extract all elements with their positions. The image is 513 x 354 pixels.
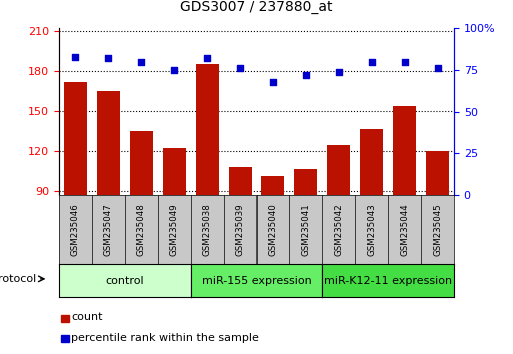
Bar [262,176,285,195]
Text: GSM235039: GSM235039 [235,203,245,256]
Bar [294,170,318,195]
Point [368,59,376,64]
Bar [61,335,69,342]
Text: GSM235048: GSM235048 [137,203,146,256]
Text: GSM235049: GSM235049 [170,203,179,256]
Bar [327,145,350,195]
Text: count: count [71,312,103,322]
Text: miR-155 expression: miR-155 expression [202,275,311,286]
Text: GSM235042: GSM235042 [334,203,343,256]
Point [236,65,244,71]
Point [334,69,343,74]
Text: GDS3007 / 237880_at: GDS3007 / 237880_at [180,0,333,14]
Text: GSM235047: GSM235047 [104,203,113,256]
Point [401,59,409,64]
Point [170,67,179,73]
Text: GSM235043: GSM235043 [367,203,376,256]
Bar [97,91,120,195]
Text: GSM235038: GSM235038 [203,203,212,256]
Text: GSM235041: GSM235041 [301,203,310,256]
Bar [130,131,153,195]
Bar [64,81,87,195]
Bar [61,315,69,322]
Text: GSM235046: GSM235046 [71,203,80,256]
Bar [163,148,186,195]
Text: protocol: protocol [0,274,36,284]
Text: GSM235044: GSM235044 [400,203,409,256]
Text: control: control [106,275,144,286]
Text: miR-K12-11 expression: miR-K12-11 expression [324,275,452,286]
Text: GSM235040: GSM235040 [268,203,278,256]
Bar [426,151,449,195]
Bar [195,64,219,195]
Point [269,79,277,84]
Bar [393,105,416,195]
Bar [360,130,383,195]
Point [433,65,442,71]
Text: GSM235045: GSM235045 [433,203,442,256]
Point [137,59,145,64]
Point [104,56,112,61]
Point [203,56,211,61]
Point [71,54,80,59]
Bar [228,167,251,195]
Text: percentile rank within the sample: percentile rank within the sample [71,332,259,343]
Point [302,72,310,78]
